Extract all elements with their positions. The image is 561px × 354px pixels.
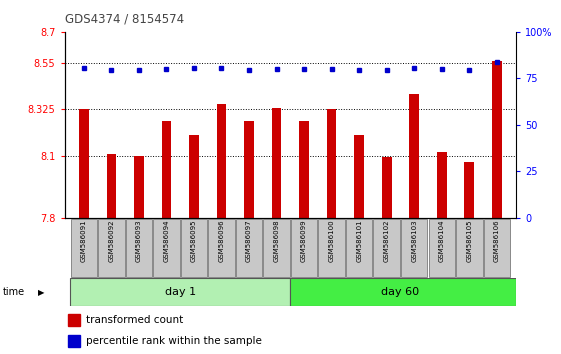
Bar <box>327 109 337 218</box>
Bar <box>319 219 345 277</box>
Bar <box>71 219 97 277</box>
Bar <box>98 219 125 277</box>
Bar <box>410 94 419 218</box>
Bar <box>429 219 455 277</box>
Bar <box>291 219 318 277</box>
Bar <box>299 121 309 218</box>
Text: GSM586097: GSM586097 <box>246 219 252 262</box>
Bar <box>272 108 282 218</box>
Text: GSM586099: GSM586099 <box>301 219 307 262</box>
Bar <box>208 219 234 277</box>
Bar <box>346 219 373 277</box>
Text: GSM586104: GSM586104 <box>439 219 445 262</box>
Bar <box>382 157 392 218</box>
Bar <box>374 219 400 277</box>
Text: GSM586100: GSM586100 <box>329 219 334 262</box>
Text: GSM586092: GSM586092 <box>108 219 114 262</box>
Text: day 1: day 1 <box>164 287 196 297</box>
Bar <box>437 152 447 218</box>
Bar <box>355 135 364 218</box>
Bar <box>107 154 116 218</box>
Bar <box>181 219 207 277</box>
Bar <box>484 219 510 277</box>
Bar <box>126 219 152 277</box>
Bar <box>291 278 516 306</box>
Bar <box>401 219 427 277</box>
Bar <box>134 156 144 218</box>
Bar <box>236 219 262 277</box>
Bar <box>79 109 89 218</box>
Text: ▶: ▶ <box>38 287 45 297</box>
Text: GDS4374 / 8154574: GDS4374 / 8154574 <box>65 12 183 25</box>
Text: GSM586098: GSM586098 <box>274 219 279 262</box>
Text: GSM586101: GSM586101 <box>356 219 362 262</box>
Text: transformed count: transformed count <box>86 315 183 325</box>
Bar <box>70 278 291 306</box>
Bar <box>68 314 80 326</box>
Bar <box>465 162 474 218</box>
Text: GSM586095: GSM586095 <box>191 219 197 262</box>
Bar <box>263 219 290 277</box>
Text: GSM586093: GSM586093 <box>136 219 142 262</box>
Text: GSM586103: GSM586103 <box>411 219 417 262</box>
Text: GSM586096: GSM586096 <box>218 219 224 262</box>
Bar <box>217 104 226 218</box>
Bar <box>153 219 180 277</box>
Bar <box>492 61 502 218</box>
Bar <box>68 335 80 347</box>
Text: time: time <box>3 287 25 297</box>
Bar <box>244 121 254 218</box>
Text: GSM586091: GSM586091 <box>81 219 87 262</box>
Text: percentile rank within the sample: percentile rank within the sample <box>86 336 262 346</box>
Text: GSM586106: GSM586106 <box>494 219 500 262</box>
Bar <box>456 219 482 277</box>
Bar <box>162 121 171 218</box>
Text: GSM586094: GSM586094 <box>163 219 169 262</box>
Text: GSM586102: GSM586102 <box>384 219 390 262</box>
Text: GSM586105: GSM586105 <box>466 219 472 262</box>
Text: day 60: day 60 <box>381 287 420 297</box>
Bar <box>189 135 199 218</box>
